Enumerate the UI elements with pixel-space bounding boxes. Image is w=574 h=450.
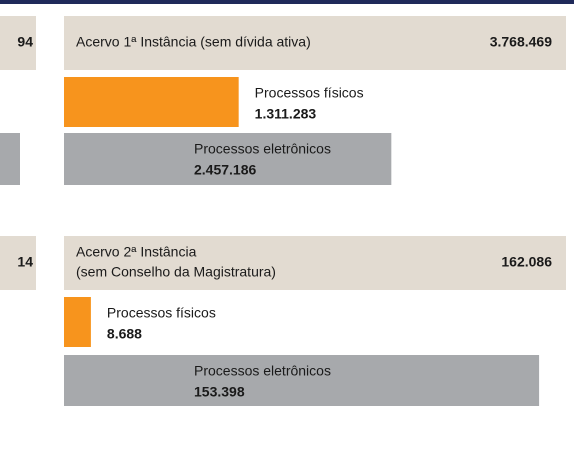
section-title: Acervo 1ª Instância (sem dívida ativa) <box>76 34 311 50</box>
part-bar <box>64 297 91 347</box>
cut-total: 94 <box>17 34 33 50</box>
part-name: Processos físicos <box>255 85 364 101</box>
part-name: Processos eletrônicos <box>194 363 331 379</box>
cut-bar <box>0 133 20 185</box>
part-value: 1.311.283 <box>255 106 317 122</box>
part-value: 2.457.186 <box>194 162 256 178</box>
part-value: 8.688 <box>107 326 142 342</box>
total-box <box>64 16 566 70</box>
total-box <box>64 236 566 290</box>
section-total: 162.086 <box>501 254 552 270</box>
part-bar <box>64 133 392 185</box>
top-band <box>0 0 574 4</box>
section-total: 3.768.469 <box>490 34 552 50</box>
cut-box <box>0 236 36 290</box>
part-bar <box>64 77 239 127</box>
section-title: Acervo 2ª Instância <box>76 244 197 260</box>
part-name: Processos físicos <box>107 305 216 321</box>
cut-box <box>0 16 36 70</box>
part-name: Processos eletrônicos <box>194 141 331 157</box>
part-bar <box>64 355 540 406</box>
part-value: 153.398 <box>194 384 245 400</box>
cut-total: 14 <box>17 254 33 270</box>
section-title: (sem Conselho da Magistratura) <box>76 264 276 280</box>
